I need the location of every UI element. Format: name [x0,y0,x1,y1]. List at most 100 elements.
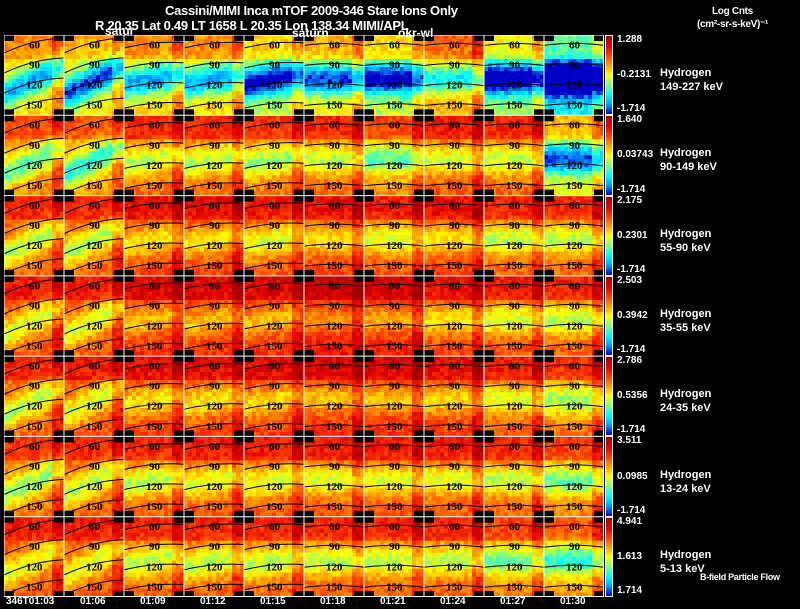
heatmap-cell [164,83,168,87]
heatmap-cell [260,71,264,75]
heatmap-cell [188,151,192,155]
heatmap-cell [312,67,316,71]
heatmap-cell [168,111,172,115]
heatmap-cell [92,171,96,175]
heatmap-panel: 6090120150 [4,35,64,119]
heatmap-cell [196,91,200,95]
heatmap-cell [316,67,320,71]
heatmap-cell [32,131,36,135]
heatmap-cell [244,163,248,167]
heatmap-cell [188,167,192,171]
heatmap-cell [36,71,40,75]
heatmap-cell [56,71,60,75]
heatmap-cell [184,99,188,103]
heatmap-cell [228,67,232,71]
heatmap-cell [140,47,144,51]
heatmap-cell [280,131,284,135]
heatmap-cell [108,167,112,171]
panel-corner-mask [54,109,64,115]
heatmap-cell [88,151,92,155]
heatmap-cell [4,87,8,91]
heatmap-cell [268,71,272,75]
heatmap-cell [72,163,76,167]
heatmap-cell [72,175,76,179]
heatmap-cell [584,111,588,115]
heatmap-cell [196,47,200,51]
heatmap-cell [8,139,12,143]
heatmap-cell [4,55,8,59]
heatmap-cell [484,75,488,79]
heatmap-cell [168,71,172,75]
heatmap-cell [380,59,384,63]
heatmap-cell [296,63,300,67]
heatmap-cell [204,95,208,99]
heatmap-cell [552,95,556,99]
heatmap-cell [552,59,556,63]
panel-corner-mask [534,109,544,115]
heatmap-cell [256,147,260,151]
heatmap-cell [232,127,236,131]
heatmap-cell [4,183,8,187]
heatmap-cell [512,95,516,99]
heatmap-cell [588,67,592,71]
heatmap-cell [56,127,60,131]
heatmap-cell [348,75,352,79]
heatmap-cell [344,119,348,123]
heatmap-cell [184,143,188,147]
heatmap-cell [416,55,420,59]
heatmap-cell [172,147,176,151]
heatmap-cell [460,51,464,55]
heatmap-cell [176,43,180,47]
heatmap-cell [28,191,32,195]
contour-label: 60 [89,120,101,132]
heatmap-cell [260,159,264,163]
heatmap-cell [160,127,164,131]
heatmap-cell [312,83,316,87]
heatmap-cell [76,115,80,119]
heatmap-cell [320,59,324,63]
heatmap-cell [356,67,360,71]
heatmap-cell [244,143,248,147]
heatmap-cell [588,59,592,63]
heatmap-cell [556,47,560,51]
heatmap-cell [76,131,80,135]
heatmap-cell [588,91,592,95]
heatmap-cell [88,95,92,99]
heatmap-cell [208,171,212,175]
heatmap-cell [432,47,436,51]
heatmap-cell [176,135,180,139]
heatmap-cell [596,67,600,71]
heatmap-cell [16,55,20,59]
heatmap-cell [312,63,316,67]
heatmap-cell [172,131,176,135]
heatmap-cell [504,91,508,95]
heatmap-cell [36,95,40,99]
heatmap-cell [56,171,60,175]
heatmap-cell [16,139,20,143]
heatmap-cell [292,167,296,171]
heatmap-cell [80,79,84,83]
heatmap-cell [224,51,228,55]
heatmap-cell [168,63,172,67]
heatmap-cell [172,95,176,99]
heatmap-cell [156,131,160,135]
heatmap-cell [244,159,248,163]
heatmap-cell [12,159,16,163]
heatmap-cell [8,143,12,147]
heatmap-cell [8,123,12,127]
heatmap-cell [76,39,80,43]
heatmap-cell [36,91,40,95]
heatmap-cell [448,51,452,55]
heatmap-cell [440,51,444,55]
heatmap-cell [436,79,440,83]
heatmap-cell [432,43,436,47]
heatmap-cell [532,59,536,63]
heatmap-cell [460,47,464,51]
contour-label: 120 [146,80,163,92]
heatmap-cell [160,35,164,39]
panel-corner-mask [114,109,124,115]
heatmap-cell [232,171,236,175]
heatmap-cell [252,139,256,143]
heatmap-cell [44,111,48,115]
heatmap-cell [176,63,180,67]
